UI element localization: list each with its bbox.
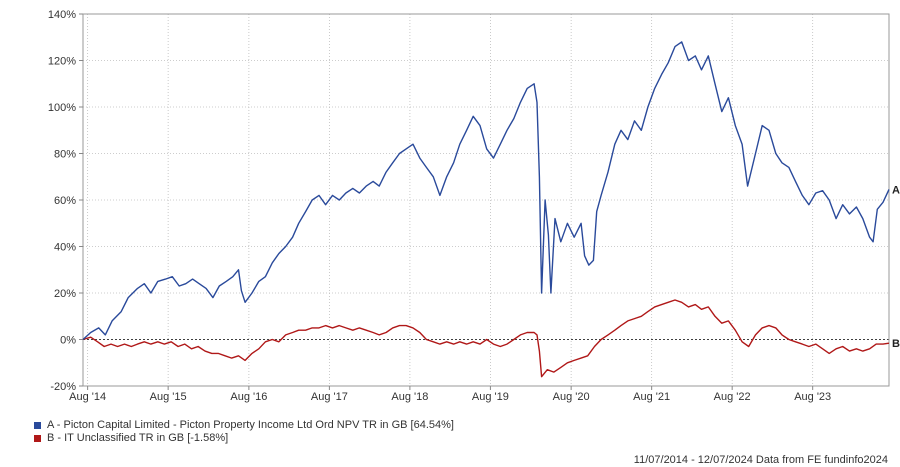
x-tick-label: Aug '21 bbox=[633, 391, 670, 403]
legend-label-b: B - IT Unclassified TR in GB [-1.58%] bbox=[47, 432, 229, 444]
legend-swatch-b bbox=[34, 435, 41, 442]
x-tick-label: Aug '20 bbox=[553, 391, 590, 403]
x-tick-label: Aug '23 bbox=[794, 391, 831, 403]
x-tick-label: Aug '18 bbox=[391, 391, 428, 403]
x-tick-label: Aug '14 bbox=[69, 391, 106, 403]
y-axis-ticks: -20% 0% 20% 40% 60% 80% 100% 120% 140% bbox=[48, 9, 83, 393]
series-lines bbox=[82, 41, 890, 378]
x-tick-label: Aug '19 bbox=[472, 391, 509, 403]
series-end-label-a: A bbox=[892, 184, 900, 196]
y-tick-label: 40% bbox=[54, 242, 76, 254]
x-tick-label: Aug '15 bbox=[150, 391, 187, 403]
x-axis-ticks: Aug '14 Aug '15 Aug '16 Aug '17 Aug '18 Aug '… bbox=[69, 386, 831, 403]
y-tick-label: 80% bbox=[54, 149, 76, 161]
series-line-a bbox=[82, 41, 890, 341]
legend-label-a: A - Picton Capital Limited - Picton Prop… bbox=[47, 419, 454, 431]
series-end-label-b: B bbox=[892, 338, 900, 350]
legend: A - Picton Capital Limited - Picton Prop… bbox=[34, 419, 454, 445]
legend-item-a: A - Picton Capital Limited - Picton Prop… bbox=[34, 419, 454, 432]
legend-item-b: B - IT Unclassified TR in GB [-1.58%] bbox=[34, 432, 454, 445]
x-tick-label: Aug '16 bbox=[230, 391, 267, 403]
data-source-footer: 11/07/2014 - 12/07/2024 Data from FE fun… bbox=[633, 454, 888, 466]
y-tick-label: 120% bbox=[48, 56, 76, 68]
y-tick-label: 100% bbox=[48, 102, 76, 114]
series-line-b bbox=[82, 299, 890, 378]
legend-swatch-a bbox=[34, 422, 41, 429]
y-tick-label: 140% bbox=[48, 9, 76, 21]
y-tick-label: 20% bbox=[54, 288, 76, 300]
gridlines bbox=[83, 13, 889, 387]
x-tick-label: Aug '17 bbox=[311, 391, 348, 403]
y-tick-label: -20% bbox=[50, 381, 76, 393]
y-tick-label: 60% bbox=[54, 195, 76, 207]
series-end-labels: AB bbox=[892, 184, 900, 350]
line-chart: -20%0%20%40%60%80%100%120%140% Aug '14 Au… bbox=[48, 9, 900, 403]
y-tick-label: 0% bbox=[60, 335, 76, 347]
x-tick-label: Aug '22 bbox=[714, 391, 751, 403]
